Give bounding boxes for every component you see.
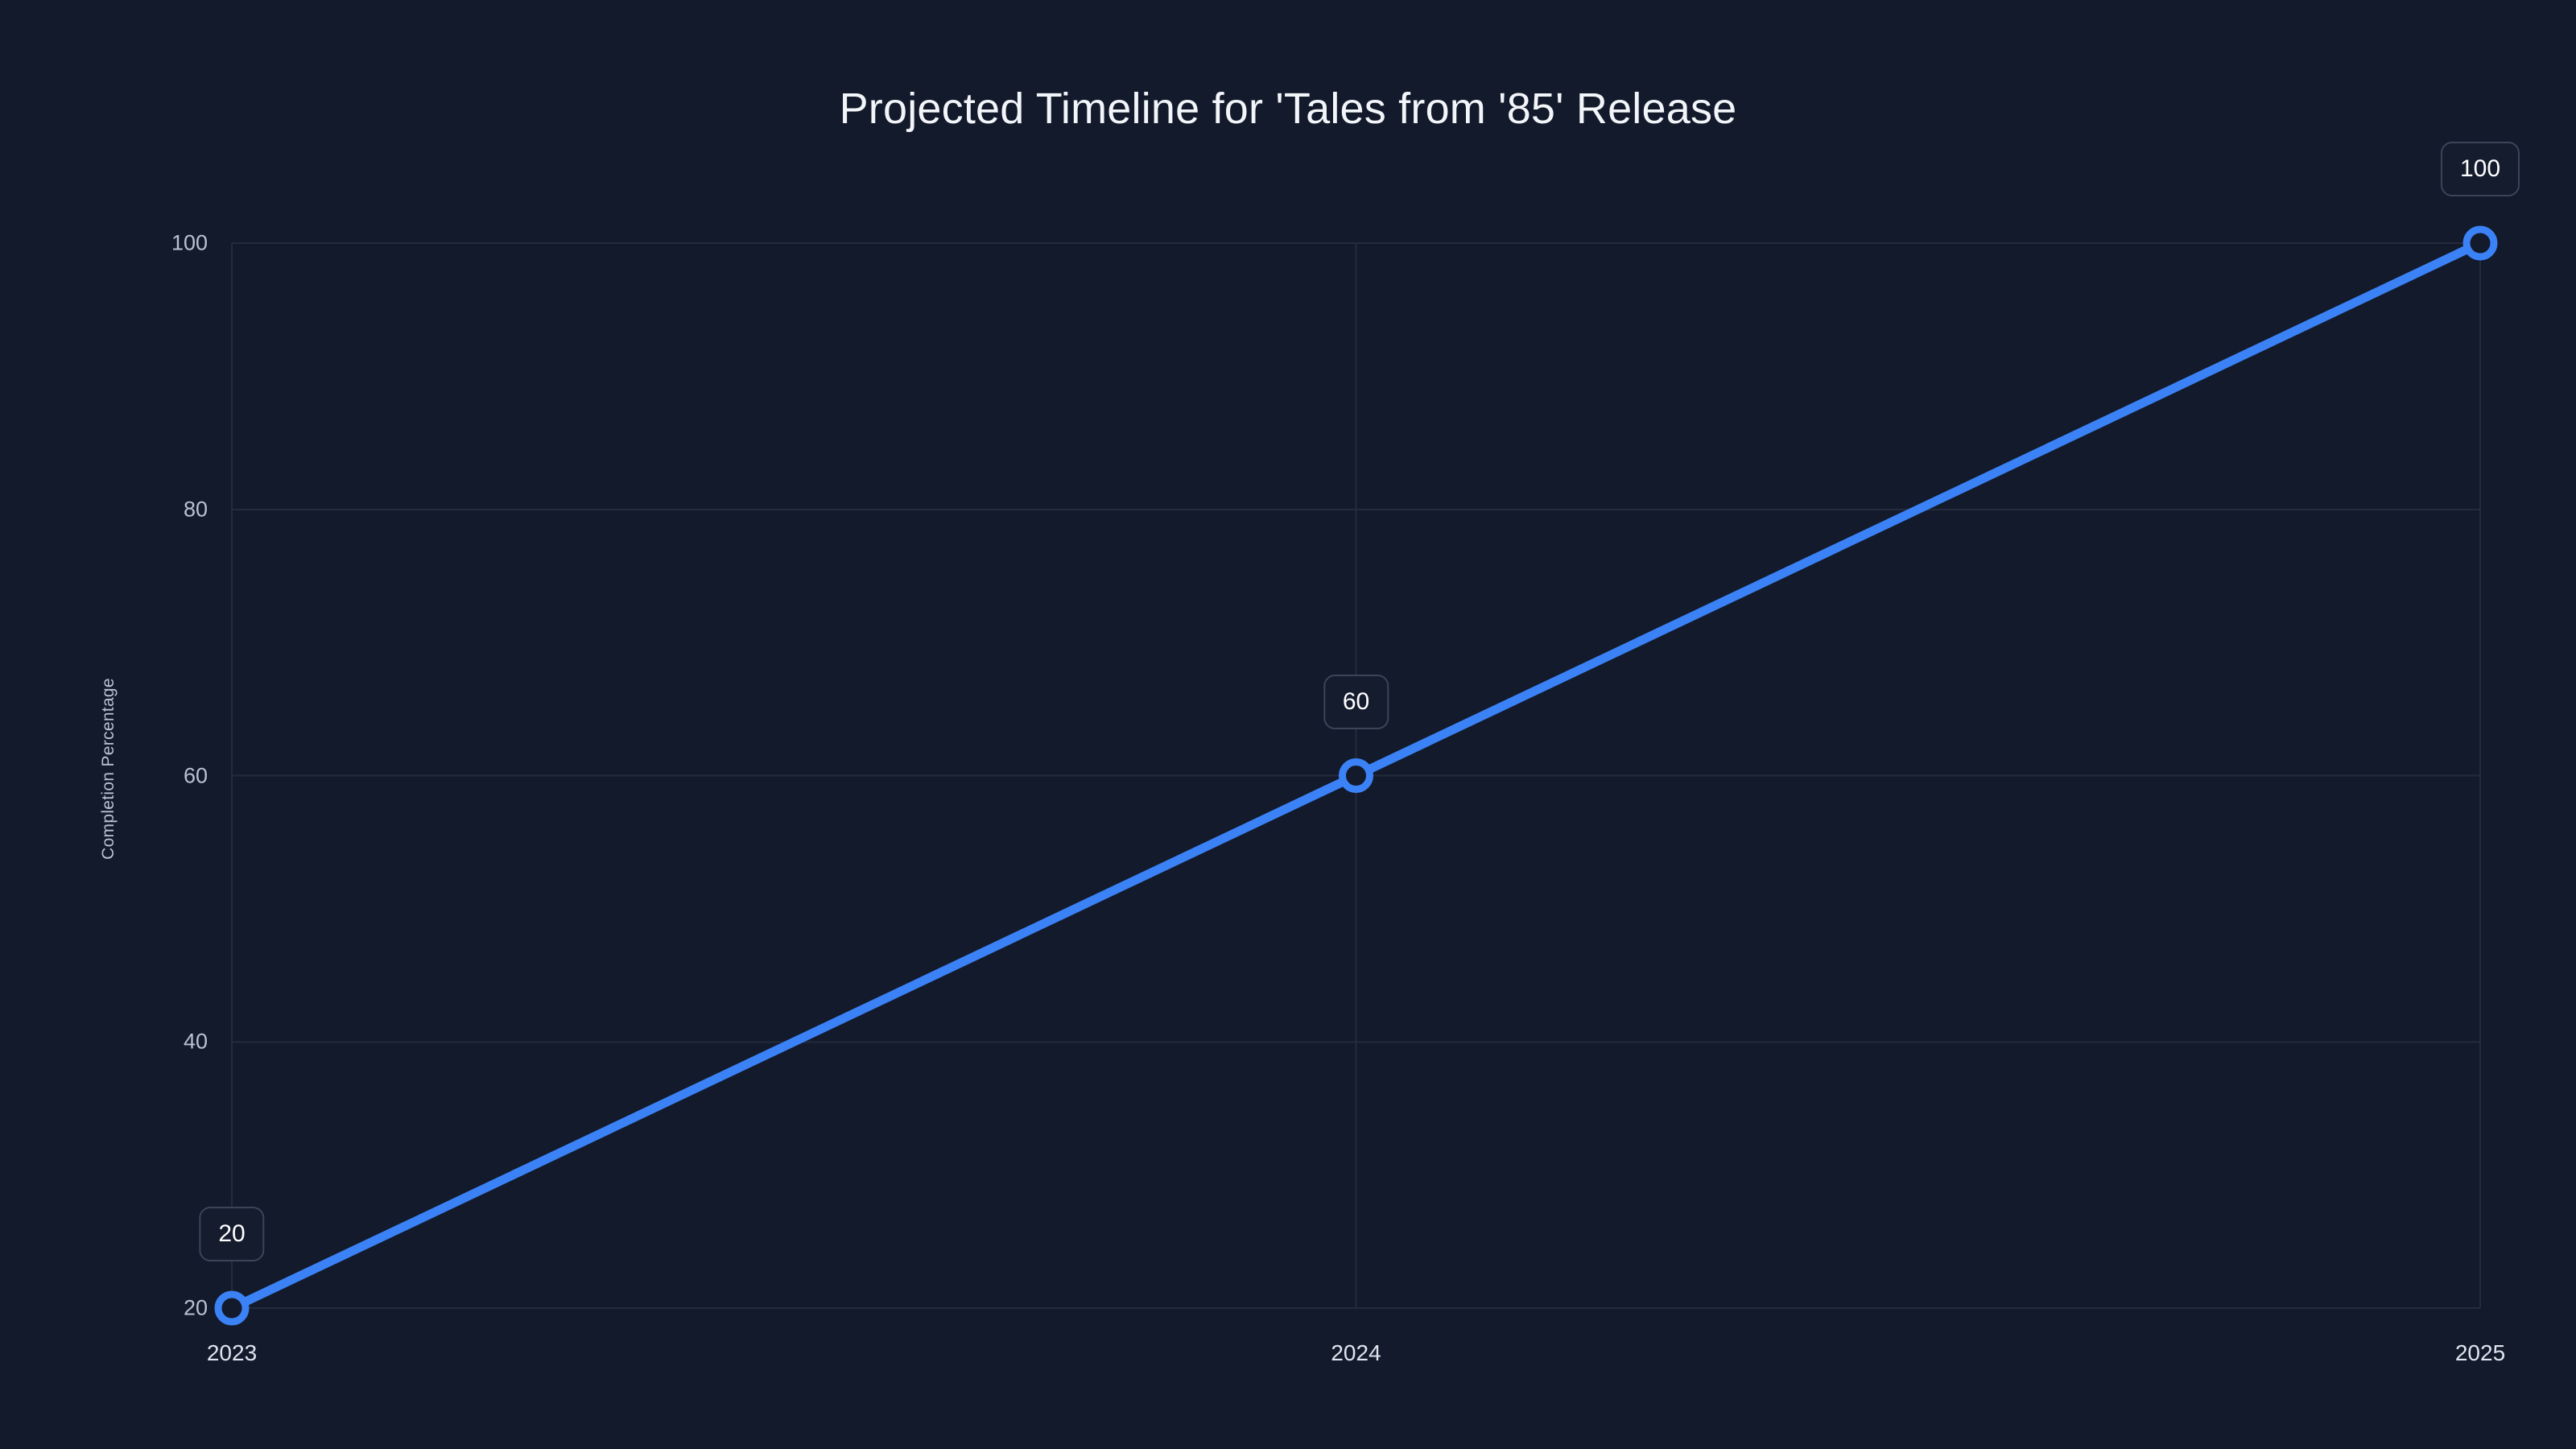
x-tick-label: 2025 <box>2454 1340 2506 1365</box>
data-point-markers <box>214 225 2498 1326</box>
y-tick-label: 20 <box>183 1295 208 1320</box>
y-tick-label: 60 <box>183 763 208 787</box>
y-tick-label: 80 <box>183 497 208 522</box>
data-point-label: 60 <box>1323 674 1389 729</box>
data-point-marker[interactable] <box>214 1290 250 1326</box>
x-tick-label: 2023 <box>206 1340 258 1365</box>
y-tick-label: 100 <box>171 230 208 255</box>
data-point-label: 100 <box>2440 142 2520 196</box>
data-point-marker[interactable] <box>1339 758 1373 793</box>
y-tick-label: 40 <box>183 1029 208 1054</box>
data-point-label: 20 <box>199 1207 265 1261</box>
data-point-marker[interactable] <box>2462 225 2498 261</box>
x-tick-label: 2024 <box>1331 1340 1381 1365</box>
chart-title: Projected Timeline for 'Tales from '85' … <box>839 85 1737 133</box>
